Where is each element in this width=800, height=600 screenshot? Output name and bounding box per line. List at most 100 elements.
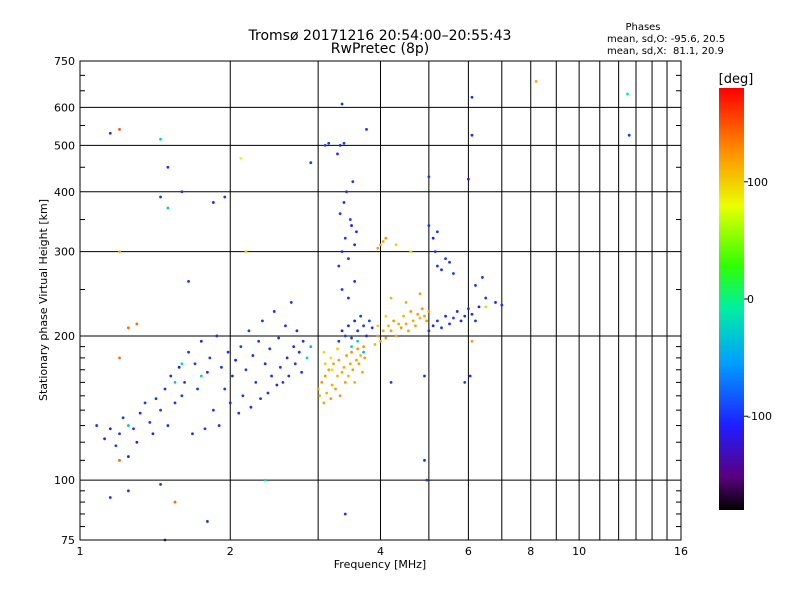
data-point [126,326,130,330]
data-point [409,310,413,313]
data-point [626,92,629,96]
data-point [183,380,186,384]
data-point [337,264,341,268]
data-point [239,345,243,349]
colorbar-tick-label: -100 [747,410,772,423]
data-point [418,292,422,296]
x-tick-label: 10 [572,545,586,558]
data-point [468,374,472,378]
data-point [367,319,371,323]
data-point [180,362,184,366]
data-point [484,305,488,309]
data-point [217,424,221,427]
data-point [474,284,477,287]
data-point [416,312,420,316]
data-point [338,394,342,398]
x-tick-label: 6 [465,545,472,558]
data-point [340,288,344,291]
x-axis: 1 2 4 6 8 10 16 [77,545,689,558]
data-point [466,307,470,311]
chart-title: Tromsø 20171216 20:54:00–20:55:43 [248,28,512,44]
plot-frame [79,60,682,541]
data-point [423,314,426,318]
data-point [138,411,142,415]
data-point [159,195,162,199]
data-point [223,195,227,199]
data-point [118,356,121,360]
data-point [118,250,121,254]
data-point [376,334,380,338]
data-point [362,324,366,328]
data-point [404,301,408,304]
data-point [431,324,435,328]
data-point [211,201,215,204]
data-point [231,374,234,378]
data-point [266,391,270,395]
x-axis-label: Frequency [MHz] [334,558,426,571]
data-point [220,365,223,369]
data-point [427,329,431,333]
data-point [121,416,125,420]
data-point [343,380,347,384]
data-point [427,224,431,227]
data-point [340,102,344,106]
data-point [126,424,130,427]
data-point [268,347,272,351]
data-point [425,319,429,323]
data-point [334,387,337,391]
data-point [376,324,380,328]
data-point [379,243,382,247]
data-point [338,212,342,216]
data-point [343,236,347,240]
stats-line-x: mean, sd,X: 81.1, 20.9 [607,46,724,57]
data-point [435,264,439,268]
data-point [199,339,203,343]
data-point [336,374,339,378]
data-point [108,496,112,499]
data-point [191,432,194,436]
data-point [347,374,350,378]
data-point [480,276,484,279]
data-point [118,127,121,131]
data-point [381,240,385,243]
data-point [301,339,305,343]
data-point [305,356,309,360]
data-point [494,301,497,304]
data-point [356,339,360,343]
data-point [257,339,261,343]
data-point [342,141,346,145]
data-point [362,345,366,349]
data-point [173,401,177,405]
data-point [329,397,333,400]
data-point [427,175,431,179]
data-point [353,380,357,384]
data-point [340,329,344,333]
data-point [275,383,279,387]
y-tick-label: 400 [54,186,75,199]
data-point [452,272,455,275]
data-point [440,326,443,330]
data-point [355,358,358,362]
data-point [336,347,339,351]
data-point [228,401,232,405]
data-point [427,310,431,313]
data-point [337,339,341,343]
data-point [459,319,463,323]
y-tick-label: 500 [54,139,75,152]
data-point [281,380,285,384]
data-point [474,319,477,323]
data-point [362,350,366,354]
data-point [407,329,410,333]
data-point [411,319,415,323]
stats-line-o: mean, sd,O: -95.6, 20.5 [607,34,725,45]
data-point [376,246,380,250]
data-point [343,334,347,338]
data-point [381,329,385,333]
data-point [356,347,360,351]
colorbar-tick-label: 100 [747,176,768,189]
data-point [263,362,267,366]
data-point [323,143,327,147]
data-point [423,458,426,462]
data-point [254,380,258,384]
y-tick-label: 600 [54,101,75,114]
